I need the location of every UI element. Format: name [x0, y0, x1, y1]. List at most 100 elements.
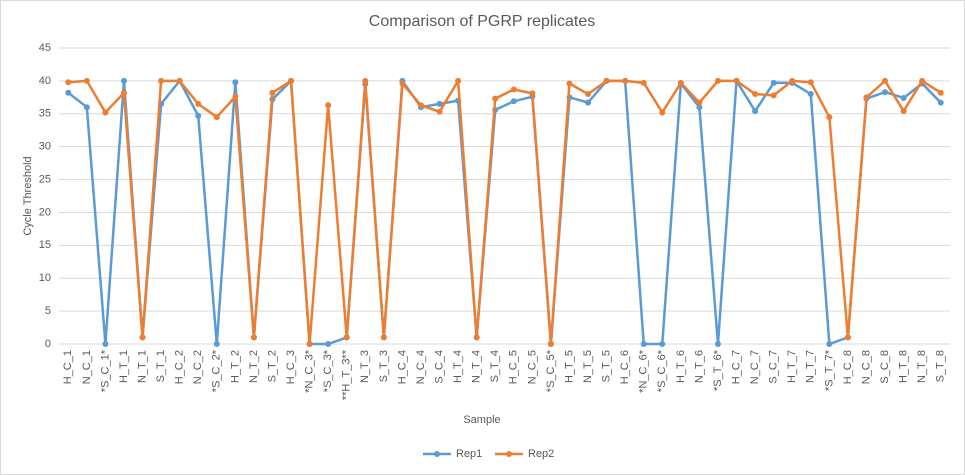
- x-tick-label: H_T_2: [229, 350, 241, 383]
- point: [807, 79, 814, 86]
- point: [306, 341, 313, 347]
- point: [529, 90, 536, 97]
- x-tick-label: *N_C_6*: [638, 349, 650, 393]
- x-tick-label: H_T_4: [452, 350, 464, 383]
- x-tick-label: H_T_8: [898, 350, 910, 383]
- x-tick-label: S_T_3: [378, 350, 390, 382]
- y-tick-label: 0: [45, 338, 51, 350]
- point: [807, 91, 814, 98]
- x-tick-label: N_T_6: [693, 350, 705, 383]
- point: [585, 99, 592, 106]
- x-tick-label: N_C_7: [749, 350, 761, 384]
- x-tick-label: H_C_3: [285, 350, 297, 384]
- point: [120, 77, 127, 84]
- point: [789, 77, 796, 84]
- x-tick-label: N_C_2: [192, 350, 204, 384]
- point: [510, 98, 517, 105]
- point: [325, 102, 332, 109]
- x-tick-label: *N_C_3*: [304, 349, 316, 393]
- x-tick-label: N_T_5: [582, 350, 594, 383]
- x-tick-label: S_T_5: [601, 350, 613, 382]
- y-tick-label: 40: [39, 75, 51, 87]
- point: [213, 114, 220, 121]
- point: [659, 109, 666, 116]
- x-tick-label: N_C_8: [860, 350, 872, 384]
- x-tick-label: H_T_5: [563, 350, 575, 383]
- point: [473, 334, 480, 341]
- y-tick-label: 5: [45, 305, 51, 317]
- point: [826, 341, 833, 347]
- point: [195, 112, 202, 119]
- point: [937, 89, 944, 96]
- point: [547, 341, 554, 347]
- x-tick-label: H_C_1: [62, 350, 74, 384]
- point: [176, 77, 183, 84]
- point: [566, 80, 573, 87]
- x-tick-label: *S_T_7*: [823, 349, 835, 391]
- point: [288, 77, 295, 84]
- point: [436, 100, 443, 107]
- point: [343, 334, 350, 341]
- x-tick-label: S_C_8: [879, 350, 891, 384]
- chart-title: Comparison of PGRP replicates: [369, 13, 595, 30]
- x-tick-label: S_C_7: [768, 350, 780, 384]
- point: [677, 79, 684, 86]
- point: [120, 89, 127, 96]
- point: [380, 334, 387, 341]
- x-tick-label: H_T_1: [118, 350, 130, 383]
- x-tick-label: *S_T_6*: [712, 349, 724, 391]
- point: [510, 86, 517, 93]
- point: [937, 99, 944, 106]
- point: [83, 104, 90, 111]
- x-tick-label: H_T_7: [786, 350, 798, 383]
- x-tick-label: **H_T_3**: [341, 349, 353, 400]
- legend-label: Rep2: [528, 448, 554, 460]
- point: [733, 77, 740, 84]
- x-tick-label: S_T_8: [935, 350, 947, 382]
- point: [232, 79, 239, 86]
- x-tick-label: N_T_8: [916, 350, 928, 383]
- legend-marker: [434, 451, 440, 457]
- point: [770, 92, 777, 99]
- point: [714, 341, 721, 347]
- x-tick-label: H_T_6: [675, 350, 687, 383]
- point: [585, 91, 592, 98]
- x-tick-label: S_T_1: [155, 350, 167, 382]
- point: [882, 77, 889, 84]
- point: [195, 100, 202, 107]
- y-tick-label: 45: [39, 42, 51, 54]
- y-tick-label: 20: [39, 206, 51, 218]
- y-tick-label: 30: [39, 141, 51, 153]
- x-tick-label: S_C_4: [433, 350, 445, 384]
- y-tick-label: 15: [39, 239, 51, 251]
- x-tick-label: H_C_4: [396, 350, 408, 384]
- point: [455, 77, 462, 84]
- point: [826, 114, 833, 121]
- point: [436, 108, 443, 115]
- x-tick-label: N_C_1: [81, 350, 93, 384]
- point: [362, 77, 369, 84]
- x-tick-label: *S_C_5*: [545, 349, 557, 392]
- x-tick-label: *S_C_1*: [99, 349, 111, 392]
- point: [640, 79, 647, 86]
- point: [844, 334, 851, 341]
- y-tick-label: 35: [39, 108, 51, 120]
- point: [659, 341, 666, 347]
- point: [603, 77, 610, 84]
- series-line: [67, 79, 942, 346]
- point: [640, 341, 647, 347]
- point: [83, 77, 90, 84]
- x-tick-label: H_C_5: [508, 350, 520, 384]
- point: [232, 93, 239, 100]
- x-tick-label: *S_C_2*: [211, 349, 223, 392]
- point: [900, 94, 907, 101]
- x-tick-label: N_C_4: [415, 350, 427, 384]
- x-tick-label: H_C_2: [174, 350, 186, 384]
- point: [696, 99, 703, 106]
- point: [269, 89, 276, 96]
- x-axis-title: Sample: [463, 414, 500, 426]
- x-tick-label: H_C_7: [730, 350, 742, 384]
- x-tick-label: S_T_2: [266, 350, 278, 382]
- point: [139, 334, 146, 341]
